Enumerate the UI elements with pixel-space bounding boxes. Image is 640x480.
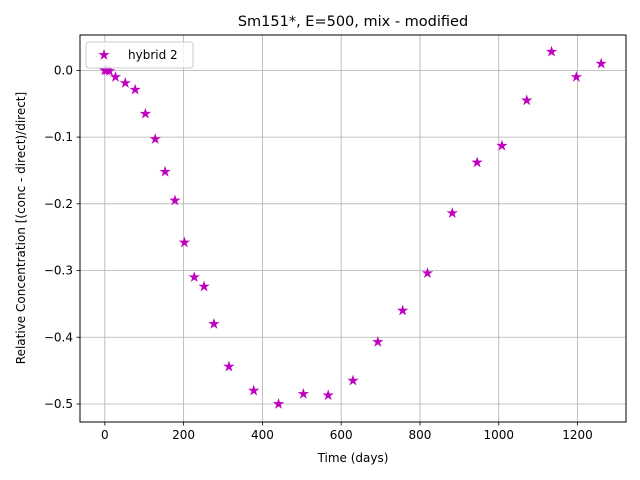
data-point	[178, 236, 191, 248]
data-point	[347, 374, 359, 386]
y-tick-label: −0.4	[44, 330, 73, 344]
x-tick-label: 400	[251, 428, 274, 442]
x-tick-label: 200	[172, 428, 195, 442]
y-tick-label: 0.0	[54, 63, 73, 77]
legend-label: hybrid 2	[128, 48, 178, 62]
data-point	[521, 94, 533, 106]
data-point	[208, 317, 220, 329]
data-point	[119, 77, 131, 88]
data-point	[149, 133, 161, 144]
data-point	[248, 384, 260, 396]
y-tick-label: −0.1	[44, 130, 73, 144]
data-point	[223, 360, 235, 372]
x-tick-label: 600	[330, 428, 353, 442]
data-point	[322, 389, 334, 401]
data-point	[169, 194, 181, 206]
data-point	[545, 45, 558, 57]
data-point	[496, 139, 508, 151]
legend-star-mark	[98, 49, 110, 60]
x-axis: 0 200 400 600 800 1000 1200	[101, 422, 593, 442]
data-points	[99, 45, 607, 409]
y-tick-label: −0.2	[44, 197, 73, 211]
data-point	[446, 207, 458, 218]
legend-marker-star-icon	[98, 49, 110, 60]
data-point	[198, 280, 210, 292]
data-point	[129, 83, 141, 95]
y-axis-label: Relative Concentration [(conc - direct)/…	[14, 92, 28, 364]
x-axis-label: Time (days)	[317, 451, 389, 465]
data-point	[372, 335, 384, 347]
chart-title: Sm151*, E=500, mix - modified	[238, 14, 468, 30]
data-point	[109, 71, 122, 82]
y-axis: 0.0 −0.1 −0.2 −0.3 −0.4 −0.5	[44, 63, 80, 411]
data-point	[421, 267, 434, 279]
x-tick-label: 800	[409, 428, 432, 442]
data-point	[103, 65, 116, 76]
legend: hybrid 2	[85, 41, 194, 69]
data-point	[159, 165, 171, 177]
data-point	[471, 156, 483, 168]
x-tick-label: 1000	[483, 428, 514, 442]
data-point	[570, 71, 583, 82]
data-point	[188, 271, 200, 283]
grid	[80, 35, 626, 422]
plot-area-frame	[79, 34, 627, 423]
x-tick-label: 0	[101, 428, 109, 442]
y-tick-label: −0.3	[44, 264, 73, 278]
legend-box	[85, 41, 194, 69]
data-point	[396, 304, 409, 316]
data-point	[272, 397, 285, 409]
y-tick-label: −0.5	[44, 397, 73, 411]
x-tick-label: 1200	[562, 428, 593, 442]
data-point	[595, 57, 607, 69]
data-point	[139, 107, 152, 119]
data-point	[297, 388, 310, 399]
